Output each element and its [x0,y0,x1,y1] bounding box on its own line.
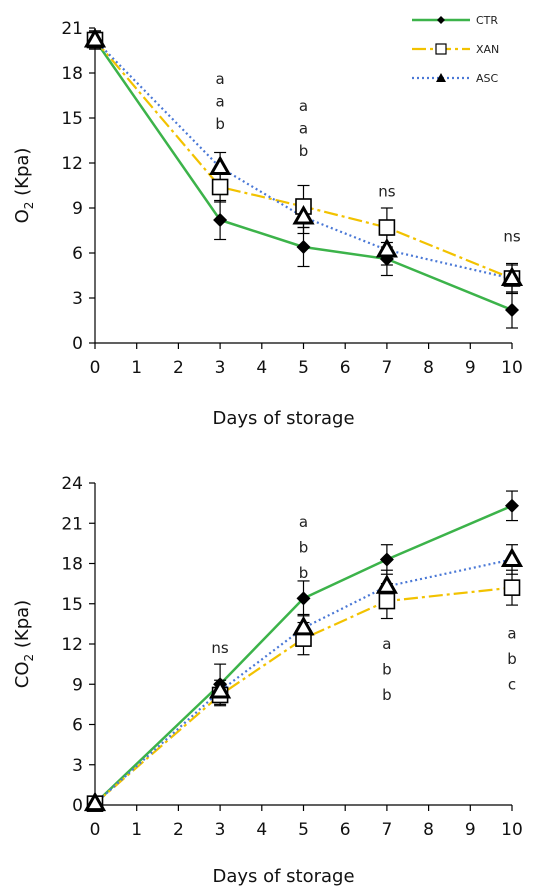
significance-label: b [215,115,225,133]
y-tick-label: 12 [61,635,83,655]
significance-label: b [299,564,309,582]
x-tick-label: 2 [173,820,184,840]
significance-label: b [382,686,392,704]
y-tick-label: 18 [61,64,83,84]
x-tick-label: 3 [215,820,226,840]
data-point-asc [375,574,398,594]
y-axis-title-subscript: 2 [22,654,36,662]
x-tick-label: 5 [298,820,309,840]
x-tick-label: 1 [131,820,142,840]
y-tick-label: 6 [72,716,83,736]
data-point-ctr [505,498,519,513]
x-tick-label: 4 [256,820,267,840]
data-point-asc [500,547,524,567]
legend-marker-xan [435,43,447,55]
data-point-ctr [296,240,311,254]
significance-label: a [507,624,516,642]
data-point-asc [375,237,398,258]
significance-label: a [299,97,308,115]
data-point-xan [211,178,229,196]
x-tick-label: 7 [381,820,392,840]
significance-label: ns [503,228,521,246]
y-axis-title-unit: (Kpa) [12,148,33,202]
x-tick-label: 0 [90,820,101,840]
significance-label: b [382,660,392,678]
y-tick-label: 21 [61,19,83,39]
legend-label-ctr: CTR [476,14,498,27]
x-tick-label: 8 [423,358,434,378]
data-point-asc [209,155,232,175]
y-tick-label: 9 [72,675,83,695]
x-tick-label: 6 [340,358,351,378]
data-point-asc [83,27,107,48]
y-tick-label: 9 [72,199,83,219]
x-tick-label: 4 [256,358,267,378]
data-point-asc [209,678,232,699]
data-point-ctr [213,213,228,227]
significance-label: ns [211,639,229,657]
series-line-xan [94,586,513,805]
y-axis-title: O2 (Kpa) [12,148,36,224]
data-point-ctr [379,552,394,567]
y-tick-label: 0 [72,334,83,354]
x-tick-label: 9 [465,820,476,840]
significance-label: c [508,675,516,693]
legend-marker-ctr [437,16,445,24]
y-tick-label: 3 [72,289,83,309]
data-point-xan [503,579,521,596]
data-point-ctr [296,591,311,606]
x-tick-label: 8 [423,820,434,840]
data-point-xan [378,592,396,610]
x-axis-title: Days of storage [212,866,354,887]
y-tick-label: 0 [72,796,83,816]
y-tick-label: 12 [61,154,83,174]
y-axis-title-subscript: 2 [22,202,36,210]
y-tick-label: 15 [61,109,83,129]
significance-label: b [299,538,309,556]
x-tick-label: 7 [381,358,392,378]
y-tick-label: 3 [72,756,83,776]
y-tick-label: 15 [61,595,83,615]
y-axis-title-main: O [12,209,33,223]
data-point-asc [292,204,315,225]
significance-label: a [215,93,224,111]
x-tick-label: 0 [90,358,101,378]
y-tick-label: 24 [61,474,83,494]
x-tick-label: 10 [501,358,523,378]
x-tick-label: 2 [173,358,184,378]
significance-label: b [299,142,309,160]
legend-marker-asc [436,73,446,82]
y-axis-title: CO2 (Kpa) [12,600,36,688]
series-line-ctr [93,39,513,312]
x-tick-label: 1 [131,358,142,378]
significance-label: ns [378,183,396,201]
significance-label: a [215,70,224,88]
x-tick-label: 3 [215,358,226,378]
significance-label: a [299,120,308,138]
y-axis-title-unit: (Kpa) [12,600,33,654]
data-point-asc [83,791,107,812]
significance-label: b [507,650,517,668]
x-axis-title: Days of storage [212,408,354,429]
data-point-ctr [505,303,519,317]
x-tick-label: 9 [465,358,476,378]
y-tick-label: 21 [61,514,83,534]
significance-label: a [299,513,308,531]
y-axis-title-main: CO [12,661,33,688]
x-tick-label: 6 [340,820,351,840]
data-point-xan [378,219,396,236]
x-tick-label: 10 [501,820,523,840]
legend-label-asc: ASC [476,72,499,85]
y-tick-label: 6 [72,244,83,264]
significance-label: a [382,635,391,653]
x-tick-label: 5 [298,358,309,378]
data-point-asc [500,266,524,286]
data-point-asc [292,615,315,636]
y-tick-label: 18 [61,555,83,575]
legend-label-xan: XAN [476,43,499,56]
